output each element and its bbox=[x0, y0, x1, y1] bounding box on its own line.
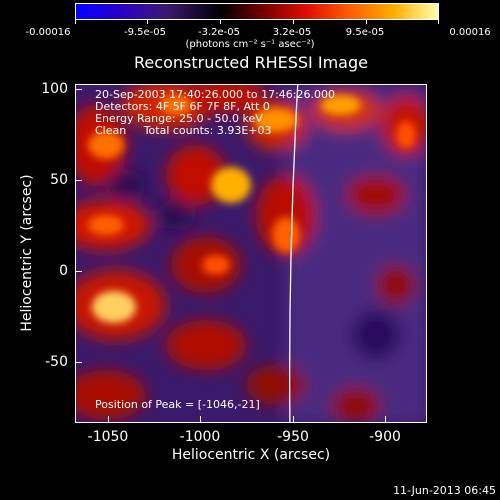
info-detectors: Detectors: 4F 5F 6F 7F 8F, Att 0 bbox=[95, 100, 270, 113]
colorbar-label: 9.5e-05 bbox=[345, 27, 385, 38]
colorbar-tick bbox=[438, 20, 439, 24]
footer-date: 11-Jun-2013 06:45 bbox=[393, 484, 496, 497]
colorbar-label: -3.2e-05 bbox=[198, 27, 240, 38]
x-tick bbox=[108, 416, 109, 423]
y-tick bbox=[75, 89, 82, 90]
x-tick-label: -900 bbox=[369, 429, 401, 445]
x-tick bbox=[385, 416, 386, 423]
info-peak: Position of Peak = [-1046,-21] bbox=[95, 398, 260, 411]
y-tick bbox=[75, 180, 82, 181]
plot-title: Reconstructed RHESSI Image bbox=[134, 53, 368, 72]
y-tick-label: -50 bbox=[45, 354, 68, 370]
colorbar-label: 3.2e-05 bbox=[272, 27, 312, 38]
colorbar-tick bbox=[293, 20, 294, 24]
info-clean: Clean Total counts: 3.93E+03 bbox=[95, 124, 272, 137]
y-tick bbox=[75, 362, 82, 363]
info-energy: Energy Range: 25.0 - 50.0 keV bbox=[95, 112, 263, 125]
colorbar-tick bbox=[220, 20, 221, 24]
info-time: 20-Sep-2003 17:40:26.000 to 17:46:26.000 bbox=[95, 88, 335, 101]
rhessi-image: 20-Sep-2003 17:40:26.000 to 17:46:26.000… bbox=[75, 84, 427, 423]
y-tick-label: 100 bbox=[41, 81, 68, 97]
colorbar bbox=[75, 3, 439, 20]
x-tick-label: -1050 bbox=[87, 429, 129, 445]
colorbar-tick bbox=[147, 20, 148, 24]
limb-line bbox=[289, 85, 299, 422]
colorbar-label: -9.5e-05 bbox=[124, 27, 166, 38]
x-axis-label: Heliocentric X (arcsec) bbox=[171, 447, 331, 463]
colorbar-tick bbox=[366, 20, 367, 24]
colorbar-label: 0.00016 bbox=[449, 27, 491, 38]
x-tick bbox=[293, 416, 294, 423]
x-tick bbox=[200, 416, 201, 423]
colorbar-tick bbox=[75, 20, 76, 24]
y-axis-label: Heliocentric Y (arcsec) bbox=[19, 174, 35, 332]
y-tick-label: 0 bbox=[59, 263, 68, 279]
image-canvas bbox=[76, 85, 426, 422]
colorbar-units: (photons cm⁻² s⁻¹ asec⁻²) bbox=[185, 39, 315, 50]
y-tick bbox=[75, 271, 82, 272]
colorbar-label: -0.00016 bbox=[25, 27, 71, 38]
y-tick-label: 50 bbox=[50, 172, 68, 188]
x-tick-label: -1000 bbox=[179, 429, 221, 445]
x-tick-label: -950 bbox=[277, 429, 309, 445]
